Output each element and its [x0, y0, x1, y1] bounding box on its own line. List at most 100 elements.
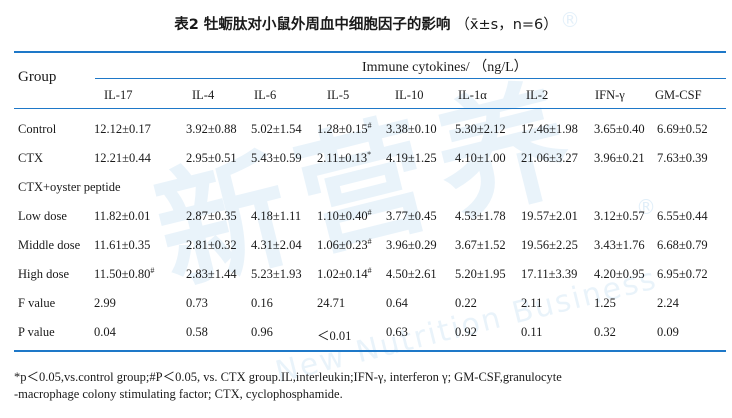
- table-cell: 0.58: [186, 325, 208, 340]
- row-label: F value: [18, 296, 56, 310]
- cell-value: 0.64: [386, 296, 408, 310]
- table-cell: 2.99: [94, 296, 116, 311]
- cell-value: 0.11: [521, 325, 543, 339]
- cell-value: 3.77±0.45: [386, 209, 437, 223]
- cell-value: 4.50±2.61: [386, 267, 437, 281]
- table-cell: 0.92: [455, 325, 477, 340]
- cell-value: 11.50±0.80: [94, 267, 151, 281]
- table-cell: 3.96±0.21: [594, 151, 645, 166]
- table-cell: 0.63: [386, 325, 408, 340]
- table-cell: 4.31±2.04: [251, 238, 302, 253]
- table-cell: 5.43±0.59: [251, 151, 302, 166]
- table-title-main: 表2 牡蛎肽对小鼠外周血中细胞因子的影响: [174, 17, 451, 33]
- footnote-line-1: *p＜0.05,vs.control group;#P＜0.05, vs. CT…: [14, 370, 562, 384]
- column-header: IL-1α: [458, 88, 487, 102]
- table-cell: 0.96: [251, 325, 273, 340]
- cell-value: 21.06±3.27: [521, 151, 578, 165]
- cell-value: 0.92: [455, 325, 477, 339]
- cell-value: 0.58: [186, 325, 208, 339]
- table-bottom-rule: [14, 350, 726, 352]
- cell-value: 24.71: [317, 296, 346, 310]
- table-cell: 3.65±0.40: [594, 122, 645, 137]
- cell-value: 2.11: [521, 296, 543, 310]
- table-cell: 5.02±1.54: [251, 122, 302, 137]
- table-cell: 6.68±0.79: [657, 238, 708, 253]
- column-header: IL-5: [327, 88, 350, 102]
- table-cell: 24.71: [317, 296, 345, 311]
- cell-value: 4.10±1.00: [455, 151, 506, 165]
- cell-value: 6.69±0.52: [657, 122, 708, 136]
- table-header-subrule: [95, 78, 726, 79]
- cell-value: 3.92±0.88: [186, 122, 237, 136]
- cell-value: 4.19±1.25: [386, 151, 437, 165]
- cell-value: 5.43±0.59: [251, 151, 302, 165]
- cell-value: 2.95±0.51: [186, 151, 237, 165]
- table-cell: 2.11: [521, 296, 542, 311]
- cell-value: 1.06±0.23: [317, 238, 368, 252]
- table-cell: 21.06±3.27: [521, 151, 578, 166]
- cell-value: 3.38±0.10: [386, 122, 437, 136]
- table-cell: 5.23±1.93: [251, 267, 302, 282]
- cell-value: 17.11±3.39: [521, 267, 578, 281]
- cell-value: 4.53±1.78: [455, 209, 506, 223]
- table-cell: 2.11±0.13*: [317, 151, 371, 166]
- cell-value: 4.18±1.11: [251, 209, 302, 223]
- cell-value: 3.65±0.40: [594, 122, 645, 136]
- cell-value: 0.73: [186, 296, 208, 310]
- table-cell: 3.38±0.10: [386, 122, 437, 137]
- cell-value: 2.83±1.44: [186, 267, 237, 281]
- table-cell: 0.11: [521, 325, 542, 340]
- cell-value: 17.46±1.98: [521, 122, 578, 136]
- table-cell: 4.50±2.61: [386, 267, 437, 282]
- table-cell: 4.53±1.78: [455, 209, 506, 224]
- cell-value: 1.25: [594, 296, 616, 310]
- table-cell: 1.25: [594, 296, 616, 311]
- column-header: IL-2: [526, 88, 549, 102]
- cell-value: 11.61±0.35: [94, 238, 151, 252]
- cell-value: 2.87±0.35: [186, 209, 237, 223]
- cell-value: 19.56±2.25: [521, 238, 578, 252]
- table-cell: 2.95±0.51: [186, 151, 237, 166]
- cell-value: 2.24: [657, 296, 679, 310]
- significance-mark: #: [367, 266, 372, 275]
- table-cell: 0.16: [251, 296, 273, 311]
- table-cell: 3.43±1.76: [594, 238, 645, 253]
- table-title: 表2 牡蛎肽对小鼠外周血中细胞因子的影响 （x̄±s，n=6）: [0, 13, 732, 34]
- table-cell: 0.04: [94, 325, 116, 340]
- table-cell: 6.69±0.52: [657, 122, 708, 137]
- table-top-rule: [14, 51, 726, 53]
- cell-value: 3.96±0.29: [386, 238, 437, 252]
- column-header: IL-17: [104, 88, 133, 102]
- cell-value: 0.22: [455, 296, 477, 310]
- cell-value: 6.95±0.72: [657, 267, 708, 281]
- cell-value: 0.63: [386, 325, 408, 339]
- table-title-stats: （x̄±s，n=6）: [455, 17, 558, 33]
- cell-value: 1.28±0.15: [317, 122, 368, 136]
- cell-value: 7.63±0.39: [657, 151, 708, 165]
- table-cell: 19.57±2.01: [521, 209, 578, 224]
- cell-value: 11.82±0.01: [94, 209, 151, 223]
- table-cell: 2.83±1.44: [186, 267, 237, 282]
- table-cell: 17.46±1.98: [521, 122, 578, 137]
- table-cell: 11.82±0.01: [94, 209, 150, 224]
- row-label: Low dose: [18, 209, 67, 223]
- row-label: CTX+oyster peptide: [18, 180, 121, 194]
- group-header: Group: [18, 69, 57, 85]
- table-cell: 4.19±1.25: [386, 151, 437, 166]
- row-label: P value: [18, 325, 55, 339]
- cell-value: 5.30±2.12: [455, 122, 506, 136]
- table-cell: 0.64: [386, 296, 408, 311]
- column-header: IL-4: [192, 88, 215, 102]
- cell-value: 3.43±1.76: [594, 238, 645, 252]
- table-cell: 2.87±0.35: [186, 209, 237, 224]
- significance-mark: #: [367, 237, 372, 246]
- cell-value: 3.67±1.52: [455, 238, 506, 252]
- cell-value: 2.81±0.32: [186, 238, 237, 252]
- table-cell: 3.77±0.45: [386, 209, 437, 224]
- row-label: Control: [18, 122, 57, 136]
- table-cell: 17.11±3.39: [521, 267, 577, 282]
- cell-value: 0.04: [94, 325, 116, 339]
- table-cell: 7.63±0.39: [657, 151, 708, 166]
- cell-value: 0.16: [251, 296, 273, 310]
- significance-mark: #: [367, 208, 372, 217]
